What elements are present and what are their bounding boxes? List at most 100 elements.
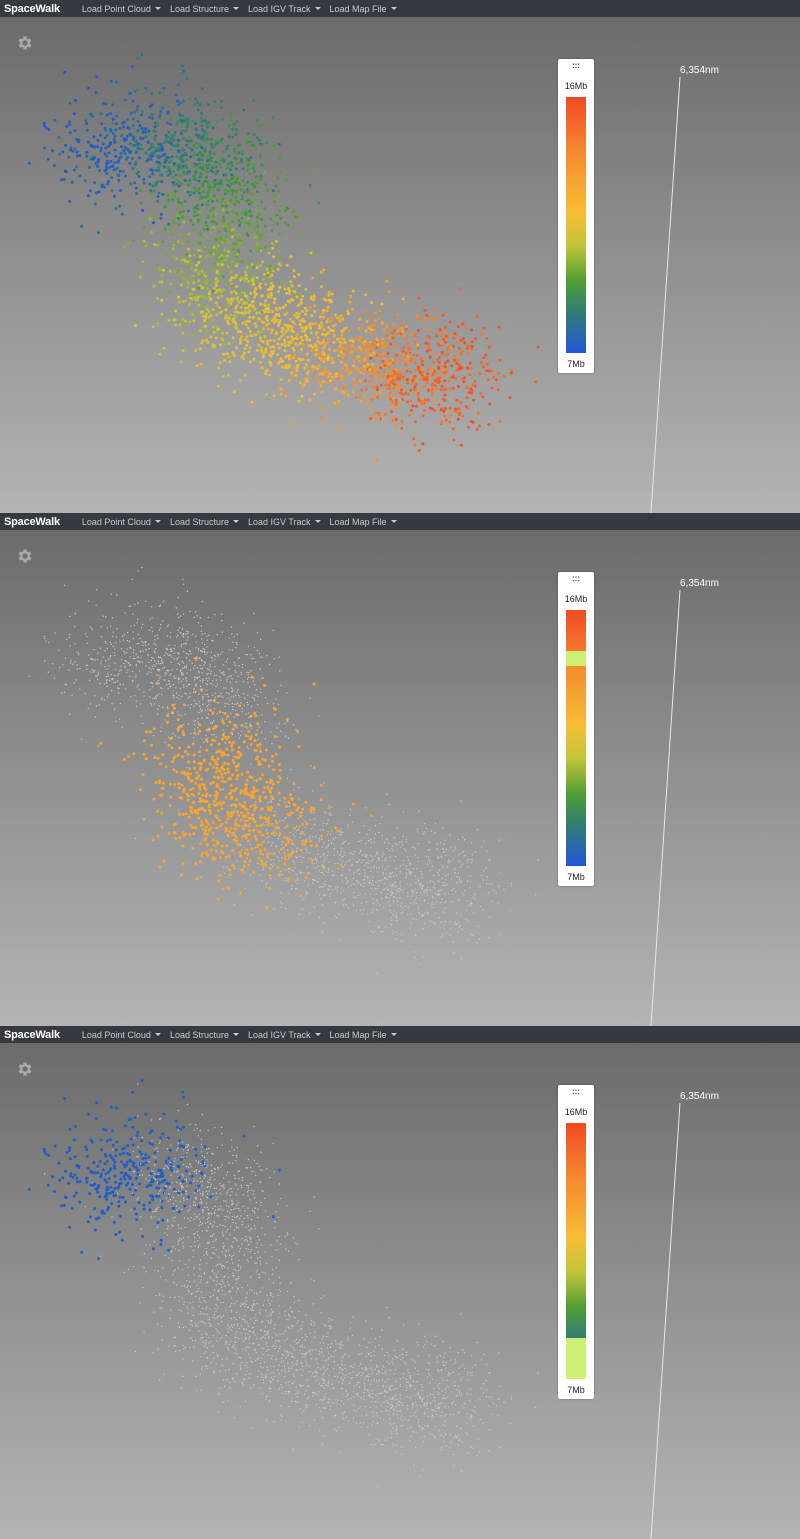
cloud-point bbox=[246, 326, 250, 330]
cloud-point bbox=[105, 133, 109, 137]
cloud-point bbox=[318, 315, 322, 319]
cloud-point bbox=[367, 315, 371, 319]
cloud-point bbox=[390, 410, 393, 414]
legend-min-label: 7Mb bbox=[567, 359, 585, 369]
cloud-point bbox=[136, 104, 140, 108]
cloud-point bbox=[131, 117, 135, 121]
cloud-point bbox=[184, 143, 188, 147]
cloud-point bbox=[454, 334, 458, 338]
cloud-point bbox=[400, 388, 403, 392]
menu-load-map-file[interactable]: Load Map File bbox=[330, 517, 397, 527]
cloud-point bbox=[381, 352, 385, 356]
cloud-point bbox=[87, 86, 91, 90]
cloud-point bbox=[436, 358, 440, 362]
cloud-point bbox=[163, 227, 167, 231]
cloud-point bbox=[220, 99, 224, 103]
cloud-point bbox=[64, 143, 67, 147]
cloud-point bbox=[334, 372, 338, 376]
cloud-point bbox=[225, 211, 229, 215]
cloud-point bbox=[171, 219, 175, 223]
point-cloud[interactable] bbox=[0, 17, 800, 513]
cloud-point bbox=[271, 116, 275, 119]
cloud-point bbox=[172, 243, 176, 247]
cloud-point bbox=[142, 304, 146, 308]
cloud-point bbox=[300, 347, 304, 351]
cloud-point bbox=[363, 350, 367, 354]
cloud-point bbox=[208, 150, 212, 153]
cloud-point bbox=[63, 169, 67, 173]
menu-load-igv-track[interactable]: Load IGV Track bbox=[248, 4, 321, 14]
cloud-point bbox=[156, 147, 160, 150]
menu-load-point-cloud[interactable]: Load Point Cloud bbox=[82, 517, 161, 527]
cloud-point bbox=[328, 372, 332, 376]
cloud-point bbox=[214, 182, 217, 186]
cloud-point bbox=[451, 427, 455, 431]
navbar: SpaceWalk Load Point Cloud Load Structur… bbox=[0, 513, 800, 530]
cloud-point bbox=[240, 194, 244, 198]
cloud-point bbox=[165, 155, 169, 159]
menu-load-point-cloud[interactable]: Load Point Cloud bbox=[82, 4, 161, 14]
cloud-point bbox=[131, 124, 135, 127]
cloud-point bbox=[367, 407, 371, 410]
cloud-point bbox=[278, 156, 282, 160]
cloud-point bbox=[326, 305, 330, 309]
cloud-point bbox=[300, 309, 304, 313]
cloud-point bbox=[348, 300, 352, 304]
cloud-point bbox=[293, 322, 296, 326]
cloud-point bbox=[132, 239, 136, 243]
cloud-point bbox=[223, 267, 227, 271]
menu-load-igv-track[interactable]: Load IGV Track bbox=[248, 517, 321, 527]
cloud-point bbox=[415, 378, 419, 382]
3d-viewport[interactable]: 6,354nm ::: 16Mb 7Mb bbox=[0, 17, 800, 513]
cloud-point bbox=[406, 400, 410, 404]
cloud-point bbox=[311, 368, 315, 372]
cloud-point bbox=[200, 341, 204, 345]
cloud-point bbox=[233, 354, 236, 358]
cloud-point bbox=[321, 315, 325, 319]
cloud-point bbox=[231, 195, 235, 199]
drag-handle-icon[interactable]: ::: bbox=[572, 61, 580, 70]
cloud-point bbox=[314, 348, 318, 352]
cloud-point bbox=[314, 365, 317, 369]
cloud-point bbox=[240, 197, 244, 201]
cloud-point bbox=[204, 169, 208, 173]
cloud-point bbox=[343, 340, 347, 344]
cloud-point bbox=[137, 156, 141, 160]
cloud-point bbox=[316, 351, 320, 355]
menu-label: Load Point Cloud bbox=[81, 3, 151, 14]
cloud-point bbox=[186, 77, 189, 80]
cloud-point bbox=[205, 279, 209, 283]
cloud-point bbox=[347, 346, 350, 350]
cloud-point bbox=[303, 366, 307, 370]
cloud-point bbox=[153, 121, 157, 125]
cloud-point bbox=[245, 343, 249, 347]
cloud-point bbox=[114, 207, 118, 210]
cloud-point bbox=[436, 376, 440, 380]
cloud-point bbox=[416, 346, 420, 350]
cloud-point bbox=[401, 349, 405, 353]
cloud-point bbox=[127, 242, 131, 245]
cloud-point bbox=[363, 361, 367, 365]
color-ramp-bar[interactable] bbox=[566, 97, 586, 353]
brand-logo[interactable]: SpaceWalk bbox=[4, 2, 60, 15]
cloud-point bbox=[253, 295, 256, 299]
cloud-point bbox=[250, 334, 254, 338]
menu-load-map-file[interactable]: Load Map File bbox=[330, 4, 397, 14]
cloud-point bbox=[277, 209, 281, 213]
cloud-point bbox=[200, 124, 204, 128]
menu-load-structure[interactable]: Load Structure bbox=[170, 517, 239, 527]
cloud-point bbox=[385, 334, 389, 337]
brand-logo[interactable]: SpaceWalk bbox=[4, 515, 60, 528]
3d-viewport[interactable]: 6,354nm ::: 16Mb 7Mb bbox=[0, 530, 800, 1026]
cloud-point bbox=[177, 269, 181, 273]
cloud-point bbox=[58, 152, 62, 156]
cloud-point bbox=[389, 403, 393, 407]
cloud-point bbox=[126, 126, 129, 130]
cloud-point bbox=[234, 314, 238, 318]
cloud-point bbox=[397, 377, 401, 381]
genomic-color-legend[interactable]: ::: 16Mb 7Mb bbox=[558, 59, 594, 373]
cloud-point bbox=[267, 373, 271, 377]
cloud-point bbox=[387, 290, 391, 294]
menu-load-structure[interactable]: Load Structure bbox=[170, 4, 239, 14]
cloud-point bbox=[421, 414, 425, 418]
